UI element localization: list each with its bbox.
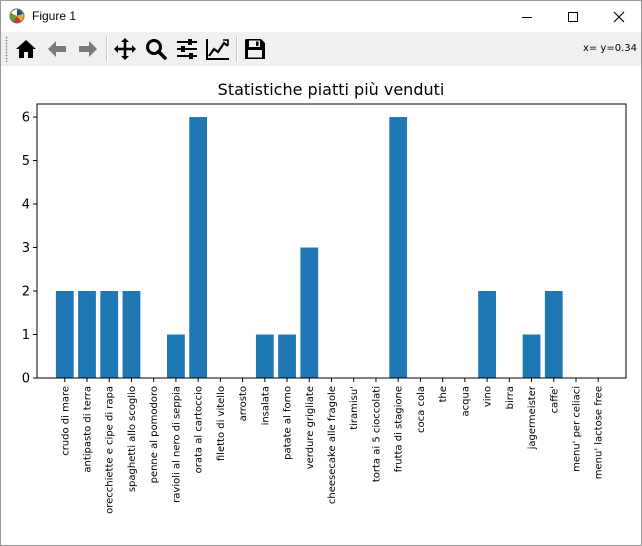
- axes-frame: [36, 103, 627, 379]
- x-tick-label: menu' lactose free: [594, 386, 605, 479]
- bar: [78, 291, 96, 378]
- x-tick-label: spaghetti allo scoglio: [127, 386, 138, 492]
- bar-chart: Statistiche piatti più venduti 0 1 2 3 4 5 6 c…: [1, 66, 641, 545]
- arrow-left-icon: [48, 41, 66, 57]
- bar: [189, 117, 208, 379]
- bar: [522, 334, 541, 378]
- bar: [478, 291, 496, 378]
- bar: [100, 291, 119, 378]
- navigation-toolbar: [1, 32, 641, 66]
- figure-canvas[interactable]: Statistiche piatti più venduti 0 1 2 3 4 5 6 c…: [1, 66, 641, 545]
- close-icon: [613, 11, 625, 22]
- home-button[interactable]: [12, 35, 40, 63]
- zoom-button[interactable]: [142, 35, 170, 63]
- magnifier-icon: [146, 39, 167, 60]
- chart-title: Statistiche piatti più venduti: [218, 80, 445, 99]
- bar: [55, 291, 74, 378]
- x-tick-label: orata al cartoccio: [194, 386, 205, 473]
- toolbar-grip[interactable]: [5, 36, 8, 62]
- x-tick-label: tiramisu': [349, 386, 360, 430]
- subplots-button[interactable]: [173, 35, 201, 63]
- x-tick-label: coca cola: [416, 386, 427, 433]
- x-tick-label: cheesecake alle fragole: [327, 386, 338, 504]
- minimize-icon: [522, 16, 532, 18]
- bar: [300, 247, 319, 378]
- bar: [167, 334, 185, 378]
- bar: [278, 334, 296, 378]
- floppy-disk-icon: [245, 39, 265, 59]
- x-tick-label: frutta di stagione: [394, 386, 405, 472]
- toolbar-separator: [106, 36, 108, 62]
- x-tick-label: arrosto: [238, 386, 249, 421]
- edit-axes-button[interactable]: [204, 35, 232, 63]
- x-tick-label: penne al pomodoro: [149, 386, 160, 483]
- y-tick-label: 1: [22, 328, 30, 343]
- maximize-icon: [568, 11, 578, 22]
- pan-button[interactable]: [111, 35, 139, 63]
- x-axis: crudo di mare antipasto di terra orecchiet…: [60, 378, 605, 514]
- y-tick-label: 2: [22, 285, 30, 300]
- x-tick-label: caffe': [549, 386, 560, 413]
- move-icon: [114, 38, 136, 60]
- bar: [122, 291, 141, 378]
- arrow-right-icon: [79, 41, 97, 57]
- x-tick-label: crudo di mare: [60, 386, 71, 456]
- window-title: Figure 1: [32, 9, 77, 23]
- sliders-icon: [177, 39, 197, 59]
- x-tick-label: the: [438, 386, 449, 402]
- matplotlib-icon: [9, 8, 25, 24]
- x-tick-label: patate al forno: [283, 386, 294, 460]
- toolbar-separator: [236, 36, 238, 62]
- x-tick-label: orecchiette e cipe di rapa: [105, 386, 116, 514]
- minimize-button[interactable]: [504, 1, 550, 32]
- save-button[interactable]: [241, 35, 269, 63]
- bar: [255, 334, 274, 378]
- title-bar[interactable]: Figure 1: [1, 1, 641, 32]
- y-axis: 0 1 2 3 4 5 6: [22, 111, 37, 387]
- bar: [389, 117, 408, 379]
- x-tick-label: verdure grigliate: [305, 386, 316, 469]
- cursor-coordinates: x= y=0.34: [582, 43, 637, 54]
- home-icon: [16, 40, 36, 58]
- maximize-button[interactable]: [550, 1, 596, 32]
- y-tick-label: 3: [22, 241, 30, 256]
- x-tick-label: birra: [505, 386, 516, 409]
- x-tick-label: insalata: [260, 386, 271, 425]
- x-tick-label: vino: [483, 386, 494, 407]
- x-tick-label: torta ai 5 cioccolati: [371, 386, 382, 482]
- x-tick-label: jagermeister: [527, 385, 538, 450]
- back-button[interactable]: [43, 35, 71, 63]
- x-tick-label: antipasto di terra: [83, 386, 94, 473]
- x-tick-label: filetto di vitello: [216, 386, 227, 461]
- y-tick-label: 6: [22, 111, 30, 126]
- y-tick-label: 0: [22, 372, 30, 387]
- line-chart-icon: [206, 39, 229, 60]
- y-tick-label: 5: [22, 154, 30, 169]
- close-button[interactable]: [596, 1, 641, 32]
- forward-button[interactable]: [74, 35, 102, 63]
- x-tick-label: ravioli al nero di seppia: [171, 386, 182, 503]
- bar: [544, 291, 563, 378]
- x-tick-label: acqua: [460, 386, 471, 416]
- y-tick-label: 4: [22, 198, 30, 213]
- bars-group: [55, 117, 563, 379]
- x-tick-label: menu' per celiaci: [571, 386, 582, 472]
